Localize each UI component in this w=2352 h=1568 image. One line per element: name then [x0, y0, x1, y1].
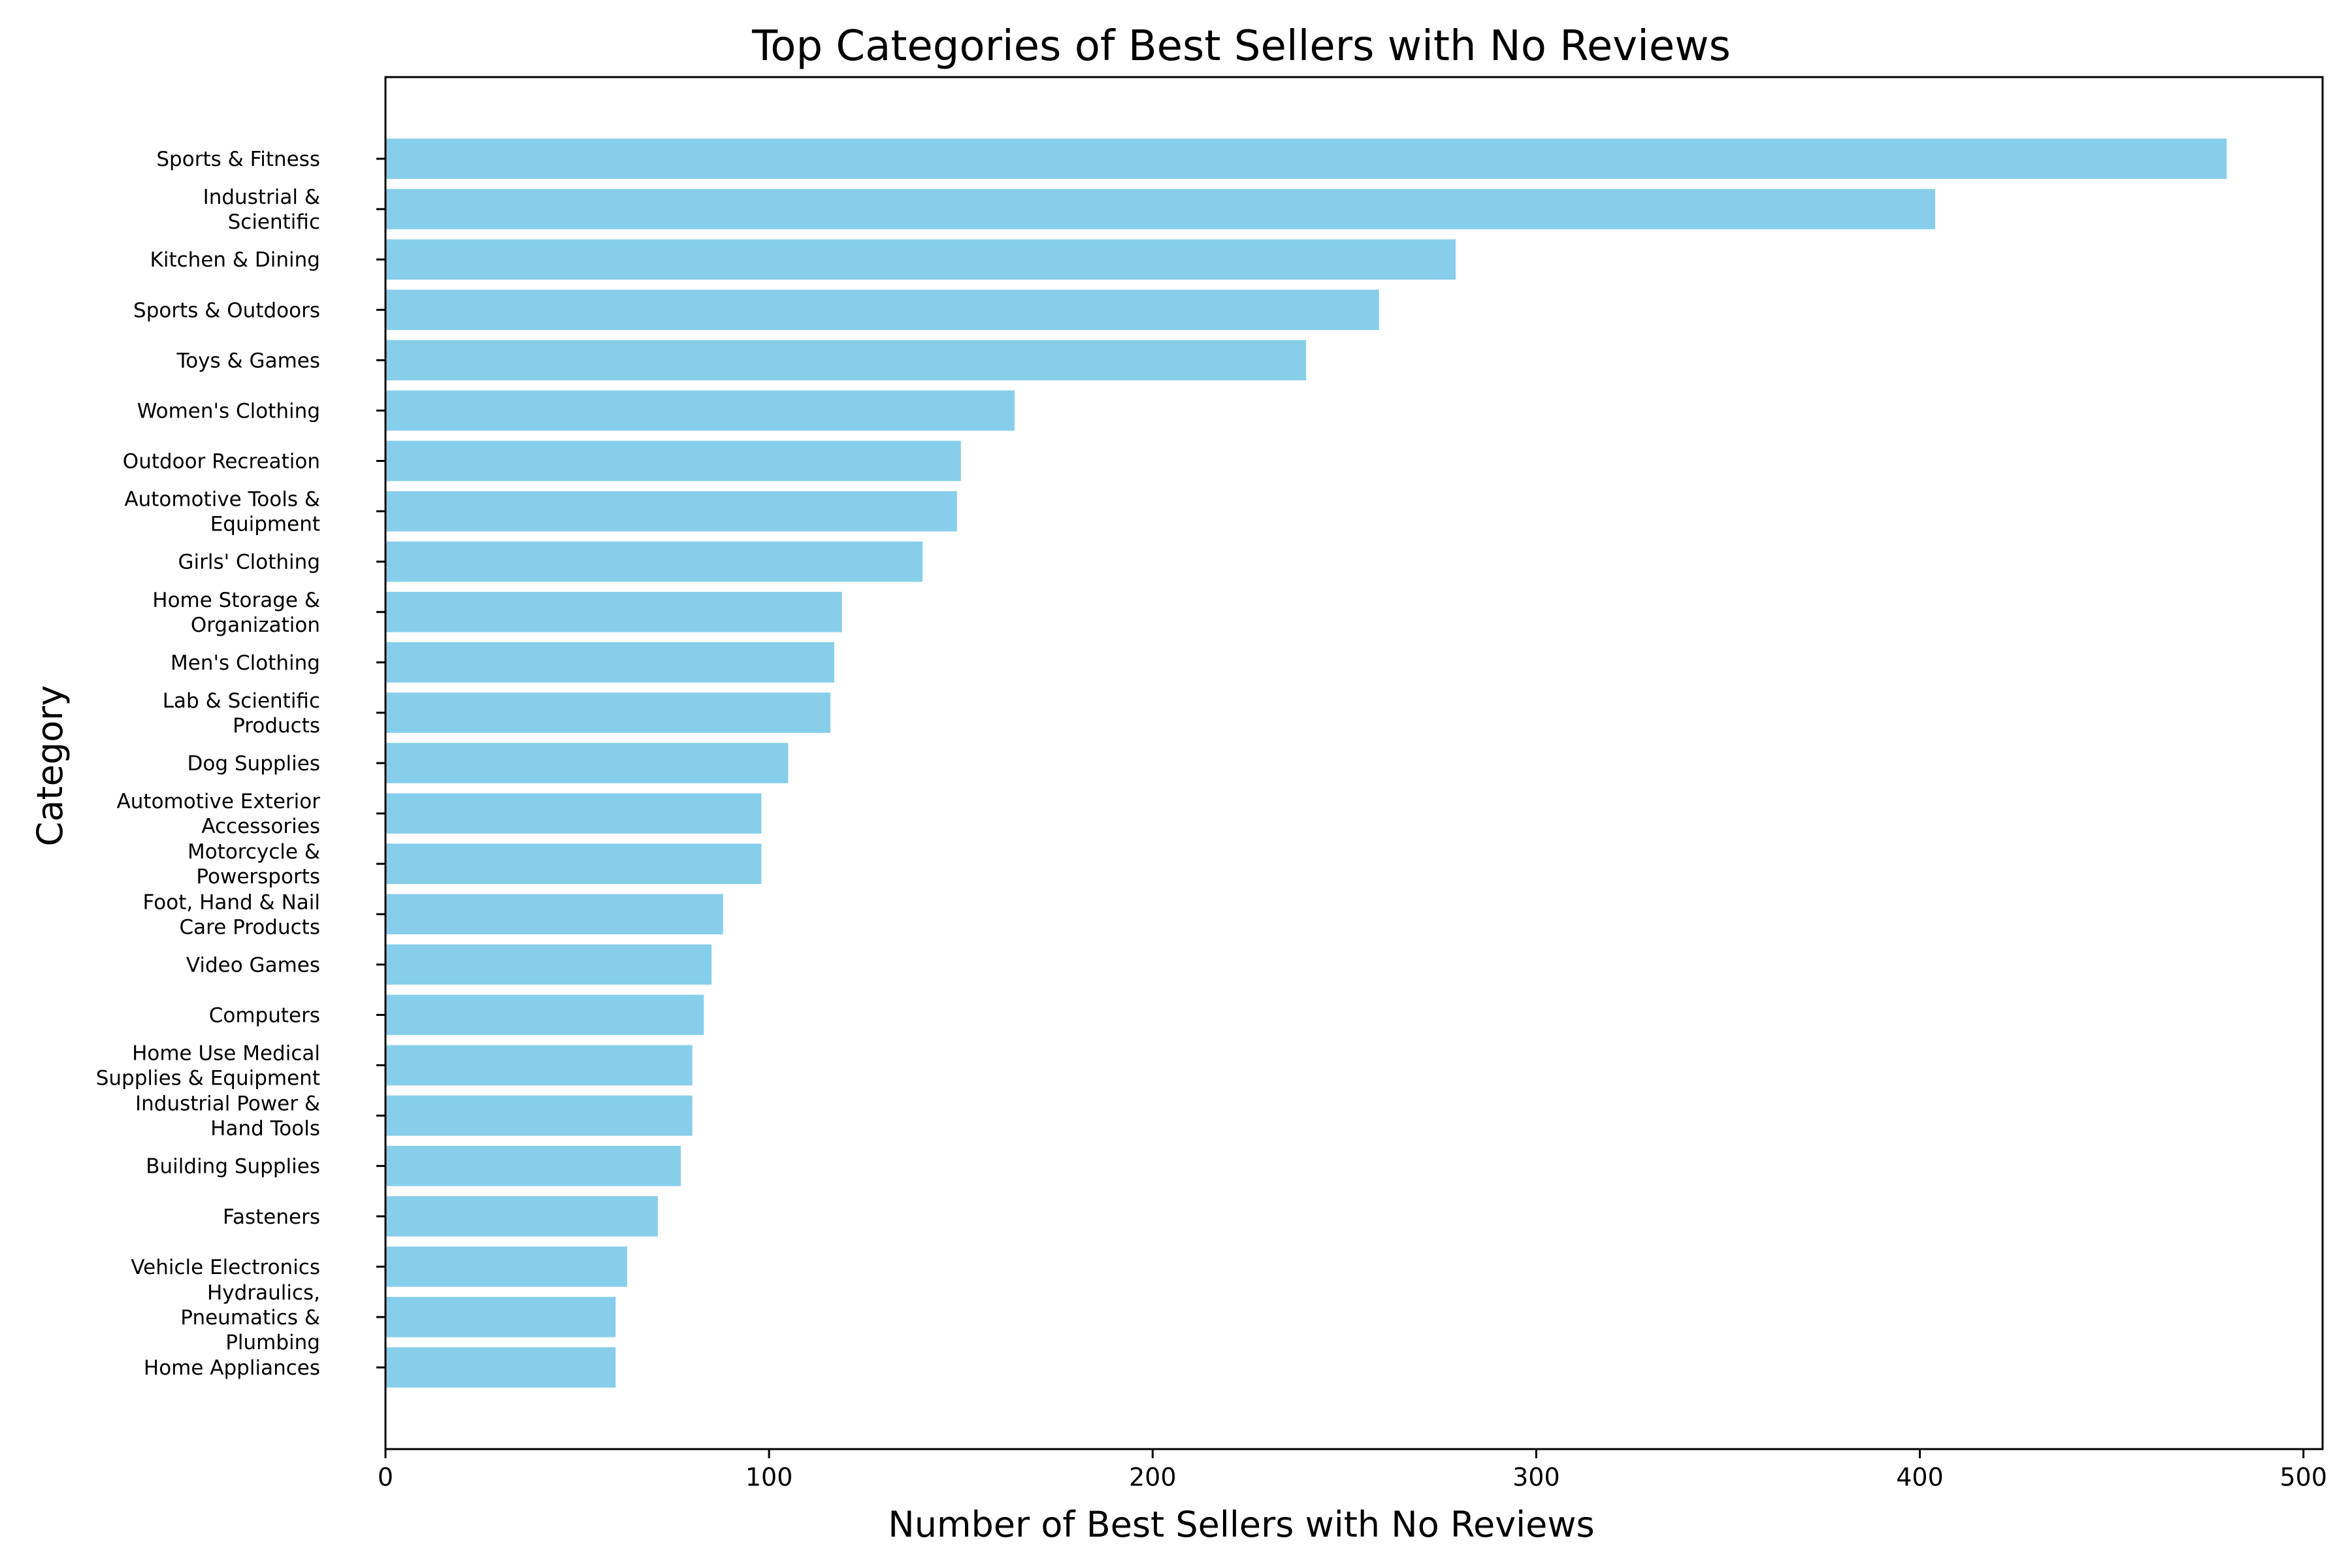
bar: [385, 189, 1935, 229]
bar: [385, 340, 1307, 381]
y-tick-label: Foot, Hand & Nail Care Products: [143, 890, 320, 939]
y-tick-label: Home Use Medical Supplies & Equipment: [96, 1042, 320, 1090]
bar: [385, 1347, 616, 1388]
y-tick-label: Automotive Exterior Accessories: [117, 790, 321, 838]
bar: [385, 693, 831, 733]
y-tick-label: Industrial Power & Hand Tools: [135, 1092, 320, 1141]
y-tick-label: Men's Clothing: [171, 651, 320, 675]
bar: [385, 743, 789, 783]
x-tick-label: 400: [1896, 1463, 1944, 1492]
bar: [385, 139, 2227, 179]
y-tick-label: Industrial & Scientific: [203, 186, 320, 234]
bar: [385, 491, 957, 532]
x-axis-label: Number of Best Sellers with No Reviews: [888, 1504, 1594, 1545]
y-tick-label: Girls' Clothing: [178, 551, 320, 574]
bar: [385, 390, 1015, 431]
bar: [385, 944, 712, 985]
bar: [385, 894, 723, 935]
y-tick-label: Hydraulics, Pneumatics & Plumbing: [180, 1281, 320, 1354]
y-tick-label: Video Games: [186, 953, 320, 977]
bar: [385, 591, 842, 632]
bar: [385, 440, 961, 482]
bar: [385, 642, 834, 683]
y-tick-label: Motorcycle & Powersports: [188, 840, 320, 889]
bar: [385, 289, 1379, 331]
y-tick-label: Lab & Scientific Products: [163, 689, 320, 738]
y-axis-label: Category: [29, 685, 71, 847]
x-tick-label: 300: [1512, 1463, 1560, 1492]
bar: [385, 1297, 616, 1337]
x-tick-label: 200: [1129, 1463, 1177, 1492]
y-tick-label: Dog Supplies: [188, 752, 321, 776]
y-tick-label: Fasteners: [223, 1205, 320, 1229]
y-tick-label: Home Appliances: [144, 1356, 320, 1380]
y-tick-label: Automotive Tools & Equipment: [124, 488, 320, 536]
y-tick-label: Home Storage & Organization: [152, 589, 320, 637]
y-tick-label: Outdoor Recreation: [123, 450, 320, 474]
bar: [385, 1196, 658, 1237]
y-tick-label: Kitchen & Dining: [150, 248, 320, 272]
bar: [385, 239, 1456, 280]
x-tick-label: 500: [2279, 1463, 2327, 1492]
y-tick-label: Vehicle Electronics: [131, 1256, 320, 1279]
bar: [385, 1095, 693, 1136]
y-tick-label: Women's Clothing: [137, 399, 320, 423]
y-tick-label: Toys & Games: [176, 349, 320, 372]
y-tick-label: Computers: [209, 1004, 320, 1027]
y-tick-label: Sports & Outdoors: [133, 299, 320, 322]
chart-title: Top Categories of Best Sellers with No R…: [751, 22, 1731, 71]
y-tick-label: Building Supplies: [146, 1155, 320, 1179]
bar: [385, 1045, 693, 1086]
bar: [385, 994, 704, 1036]
x-tick-label: 100: [745, 1463, 793, 1492]
plot-area: 0 100 200 300 400 500 Sports & Fitness Industri…: [96, 76, 2327, 1492]
y-tick-label: Sports & Fitness: [156, 148, 320, 171]
x-tick-label: 0: [378, 1463, 393, 1492]
bar: [385, 1247, 627, 1287]
bar: [385, 1145, 681, 1186]
bar: [385, 843, 762, 884]
bar: [385, 793, 762, 834]
bar: [385, 541, 923, 582]
